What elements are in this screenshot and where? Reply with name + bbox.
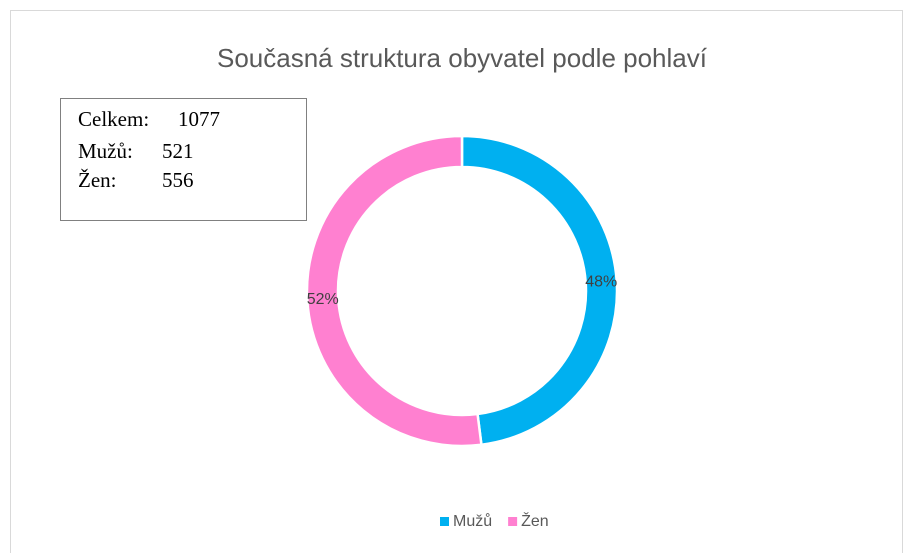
legend-swatch [440,517,449,526]
data-label: 48% [585,273,617,290]
info-label: Celkem: [78,107,149,131]
data-label: 52% [307,291,339,308]
donut-slice [460,134,619,447]
info-box [60,98,307,221]
info-label: Žen: [78,168,116,192]
chart-title: Současná struktura obyvatel podle pohlav… [217,43,708,73]
legend-label: Žen [521,511,549,530]
legend-label: Mužů [453,512,492,530]
info-value: 1077 [178,107,220,131]
info-value: 556 [162,168,194,192]
chart-area [10,10,903,553]
donut-slice [305,134,483,448]
info-label: Mužů: [78,139,133,163]
legend-swatch [508,517,518,526]
info-value: 521 [162,139,194,163]
